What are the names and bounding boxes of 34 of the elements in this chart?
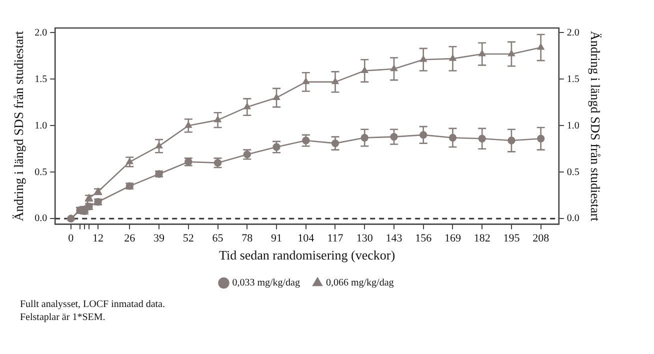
y-tick-label: 2.0	[34, 27, 48, 38]
x-tick-label: 65	[212, 232, 224, 245]
x-axis-title: Tid sedan randomisering (veckor)	[218, 248, 396, 263]
y-axis-title: Ändring i längd SDS från studiestart	[11, 30, 26, 222]
y-tick-label: 1.5	[34, 74, 48, 85]
text: Felstaplar är 1*SEM.	[20, 311, 106, 324]
x-tick-label: 208	[532, 232, 550, 245]
x-tick-label: 169	[444, 232, 462, 245]
y2-axis-title: Ändring i längd SDS från studiestart	[588, 30, 603, 222]
y2-tick-label: 2.0	[566, 27, 580, 38]
y2-tick-label: 1.5	[566, 74, 580, 85]
x-tick-label: 39	[154, 232, 166, 245]
y-tick-label: 1.0	[34, 120, 48, 132]
x-tick-label: 130	[356, 232, 374, 245]
y2-tick-label: 1.0	[566, 120, 580, 132]
x-tick-label: 104	[298, 232, 315, 245]
x-tick-label: 78	[242, 232, 254, 245]
y2-tick-label: 0.5	[566, 166, 580, 178]
x-tick-label: 117	[327, 232, 344, 245]
x-tick-label: 195	[503, 232, 520, 245]
x-tick-label: 12	[92, 232, 104, 245]
x-tick-label: 0	[68, 232, 74, 245]
x-tick-label: 52	[182, 232, 194, 245]
y-tick-label: 0.0	[34, 213, 48, 224]
x-tick-label: 156	[415, 232, 432, 245]
x-tick-label: 26	[124, 232, 136, 245]
legend-label: 0,066 mg/kg/dag	[326, 278, 394, 289]
y-tick-label: 0.5	[34, 166, 48, 178]
text: Fullt analysset, LOCF inmatad data.	[20, 298, 166, 311]
legend-label: 0,033 mg/kg/dag	[232, 278, 300, 289]
x-tick-label: 143	[386, 232, 403, 245]
x-tick-label: 182	[474, 232, 490, 245]
y2-tick-label: 0.0	[566, 213, 580, 224]
x-tick-label: 91	[271, 232, 282, 245]
